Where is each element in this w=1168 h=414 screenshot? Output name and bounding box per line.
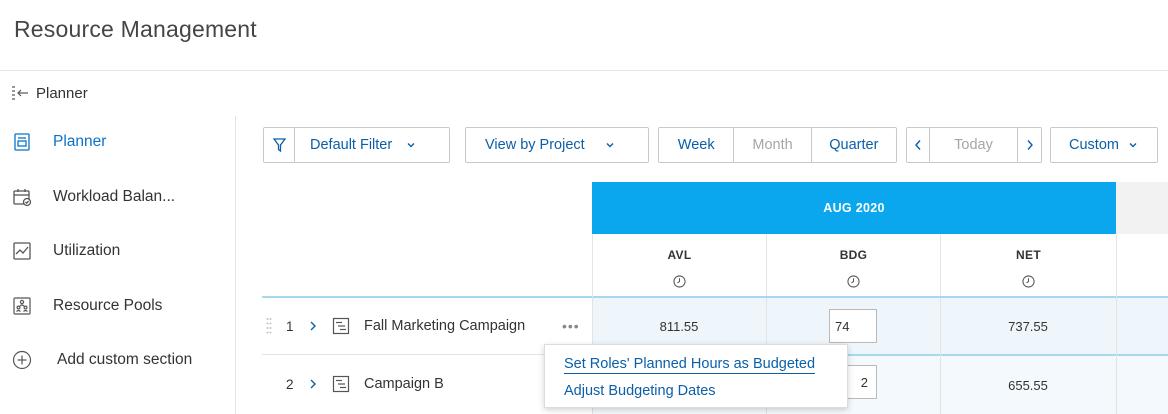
custom-range-dropdown[interactable]: Custom xyxy=(1050,127,1158,163)
planner-bar-label: Planner xyxy=(36,84,88,102)
chevron-down-icon xyxy=(407,143,415,148)
row-index: 1 xyxy=(286,318,294,334)
grid-row-divider xyxy=(262,296,1168,298)
custom-label: Custom xyxy=(1069,137,1119,153)
table-row[interactable]: 2 Campaign B xyxy=(262,356,592,412)
column-header-label: BDG xyxy=(839,248,868,262)
budget-input[interactable]: 74 xyxy=(829,309,877,343)
chevron-right-icon[interactable] xyxy=(308,320,318,332)
chevron-left-icon xyxy=(914,140,921,150)
grid-column-divider xyxy=(940,298,941,414)
calendar-check-icon xyxy=(13,189,32,207)
more-options-icon[interactable]: ••• xyxy=(562,318,580,334)
date-navigator: Today xyxy=(906,127,1042,163)
next-month-header xyxy=(1116,182,1168,234)
period-week-button[interactable]: Week xyxy=(659,128,735,162)
cell-net: 737.55 xyxy=(1008,318,1048,334)
filter-icon xyxy=(272,138,286,152)
sidebar: Planner Workload Balan... Utilization Re… xyxy=(0,116,236,414)
adjust-budgeting-dates-menu-item[interactable]: Adjust Budgeting Dates xyxy=(564,383,716,399)
column-header-label: AVL xyxy=(667,248,692,262)
period-month-button[interactable]: Month xyxy=(734,128,812,162)
sidebar-item-label: Resource Pools xyxy=(53,297,163,314)
chevron-down-icon xyxy=(1129,143,1137,148)
project-icon xyxy=(332,375,350,393)
grid-row-divider xyxy=(592,354,1168,356)
add-custom-section-button[interactable]: Add custom section xyxy=(0,340,236,380)
month-header: AUG 2020 xyxy=(592,182,1116,234)
line-chart-icon xyxy=(13,242,31,260)
project-name[interactable]: Campaign B xyxy=(364,376,444,392)
sidebar-item-label: Utilization xyxy=(53,242,121,259)
chevron-right-icon xyxy=(1027,140,1033,150)
default-filter-label: Default Filter xyxy=(310,137,393,153)
chevron-down-icon xyxy=(606,143,614,148)
sidebar-item-label: Add custom section xyxy=(57,351,193,368)
clock-icon xyxy=(673,275,686,288)
cell-net: 655.55 xyxy=(1008,377,1048,393)
sidebar-item-planner[interactable]: Planner xyxy=(0,122,236,162)
planner-icon xyxy=(14,133,30,151)
sidebar-item-label: Workload Balan... xyxy=(53,188,176,205)
row-context-menu: Set Roles' Planned Hours as Budgeted Adj… xyxy=(544,344,848,408)
clock-icon xyxy=(1022,275,1035,288)
set-roles-planned-hours-menu-item[interactable]: Set Roles' Planned Hours as Budgeted xyxy=(564,356,816,374)
plus-circle-icon xyxy=(12,350,32,370)
sidebar-item-resource-pools[interactable]: Resource Pools xyxy=(0,286,236,326)
column-header-bdg: BDG xyxy=(766,234,940,296)
grid-column-divider xyxy=(1116,234,1117,414)
next-period-button[interactable] xyxy=(1018,128,1041,162)
cell-avl: 811.55 xyxy=(659,318,699,334)
drag-handle-icon[interactable] xyxy=(266,317,272,335)
project-name[interactable]: Fall Marketing Campaign xyxy=(364,318,526,334)
sidebar-item-workload-balancer[interactable]: Workload Balan... xyxy=(0,177,236,217)
period-selector: Week Month Quarter xyxy=(658,127,897,163)
row-index: 2 xyxy=(286,376,294,392)
period-quarter-button[interactable]: Quarter xyxy=(829,137,879,153)
header-divider xyxy=(0,70,1168,71)
previous-period-button[interactable] xyxy=(907,128,930,162)
column-header-net: NET xyxy=(940,234,1116,296)
sidebar-item-utilization[interactable]: Utilization xyxy=(0,231,236,271)
view-by-project-dropdown[interactable]: View by Project xyxy=(465,127,649,163)
project-icon xyxy=(332,317,350,335)
grid-row-divider xyxy=(262,354,592,355)
planner-bar[interactable]: Planner xyxy=(10,80,88,106)
clock-icon xyxy=(847,275,860,288)
collapse-panel-icon[interactable] xyxy=(10,83,30,103)
chevron-right-icon[interactable] xyxy=(308,378,318,390)
page-title: Resource Management xyxy=(14,16,257,42)
today-button[interactable]: Today xyxy=(930,128,1019,162)
column-header-avl: AVL xyxy=(592,234,766,296)
default-filter-dropdown[interactable]: Default Filter xyxy=(263,127,450,163)
sidebar-item-label: Planner xyxy=(53,133,107,150)
column-header-label: NET xyxy=(1016,248,1041,262)
people-pool-icon xyxy=(13,297,31,315)
table-row[interactable]: 1 Fall Marketing Campaign ••• xyxy=(262,298,592,354)
grid-column-divider xyxy=(592,234,593,414)
view-by-label: View by Project xyxy=(485,137,585,153)
